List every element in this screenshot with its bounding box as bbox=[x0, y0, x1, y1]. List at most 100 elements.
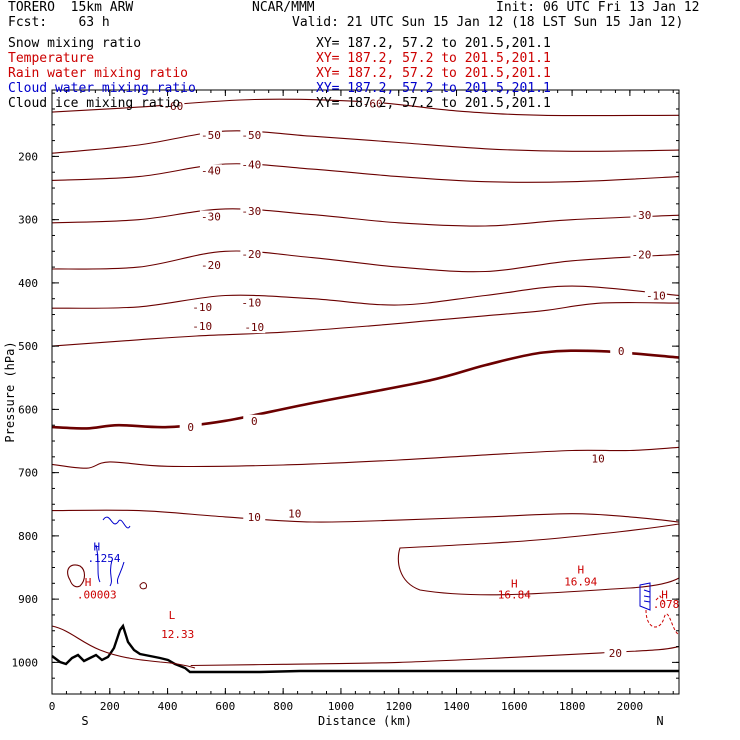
contour-label-bg bbox=[243, 414, 266, 427]
contour-label-bg bbox=[644, 289, 667, 302]
annotation: .1254 bbox=[87, 552, 120, 565]
temperature-contours bbox=[51, 98, 680, 667]
field-label: Cloud water mixing ratio bbox=[8, 81, 196, 96]
isotherm-20 bbox=[190, 646, 680, 667]
plot-frame bbox=[51, 89, 680, 695]
contour-label: 10 bbox=[248, 511, 261, 524]
annotation: H bbox=[577, 563, 584, 576]
contour-label: -50 bbox=[201, 129, 221, 142]
contour-label-bg bbox=[179, 421, 202, 434]
contour-label-bg bbox=[199, 128, 222, 141]
y-tick-label: 900 bbox=[18, 593, 38, 606]
contour-label-bg bbox=[240, 158, 263, 171]
contour-label: -10 bbox=[192, 301, 212, 314]
contour-label: -20 bbox=[201, 259, 221, 272]
field-label: Rain water mixing ratio bbox=[8, 66, 189, 81]
contour-label: 20 bbox=[609, 647, 622, 660]
annotation: L bbox=[169, 609, 176, 622]
y-tick-label: 400 bbox=[18, 277, 38, 290]
contour-label-bg bbox=[240, 128, 263, 141]
contour-label: -50 bbox=[241, 129, 261, 142]
contour-label: -40 bbox=[241, 159, 261, 172]
contour-label-bg bbox=[240, 296, 263, 309]
end-label-north: N bbox=[656, 714, 663, 728]
contour-label-bg bbox=[587, 452, 610, 465]
x-tick-label: 0 bbox=[49, 700, 56, 713]
contour-label: -10 bbox=[241, 297, 261, 310]
contour-label-bg bbox=[191, 300, 214, 313]
x-tick-label: 1000 bbox=[328, 700, 355, 713]
contour-label-bg bbox=[283, 507, 306, 520]
contour-label: 10 bbox=[591, 453, 604, 466]
contour-label: 10 bbox=[288, 508, 301, 521]
isotherm-0 bbox=[51, 349, 680, 430]
contour-label: -30 bbox=[201, 210, 221, 223]
y-tick-label: 600 bbox=[18, 403, 38, 416]
contour-label: -40 bbox=[201, 164, 221, 177]
field-xy-range: XY= 187.2, 57.2 to 201.5,201.1 bbox=[316, 51, 551, 66]
contour-label: -30 bbox=[241, 205, 261, 218]
field-xy-range: XY= 187.2, 57.2 to 201.5,201.1 bbox=[316, 66, 551, 81]
small-loop bbox=[67, 564, 86, 588]
x-axis-label: Distance (km) bbox=[318, 714, 412, 728]
isotherm--40 bbox=[51, 163, 680, 183]
contour-label: 0 bbox=[618, 345, 625, 358]
terrain-line bbox=[51, 623, 679, 674]
isotherm-10 bbox=[51, 509, 680, 523]
field-label: Temperature bbox=[8, 51, 95, 66]
x-tick-label: 1600 bbox=[501, 700, 528, 713]
isotherm-10 bbox=[51, 446, 680, 469]
annotation: H bbox=[85, 576, 92, 589]
end-label-south: S bbox=[81, 714, 88, 728]
contour-label: -10 bbox=[192, 320, 212, 333]
warm-cell-outline bbox=[397, 523, 680, 596]
contour-label: -20 bbox=[241, 248, 261, 261]
cloud-water-contours bbox=[95, 516, 131, 587]
model-name: TORERO 15km ARW bbox=[8, 0, 134, 15]
contour-label: 0 bbox=[187, 421, 194, 434]
field-label: Cloud ice mixing ratio bbox=[8, 96, 181, 111]
contour-label-bg bbox=[610, 345, 633, 358]
y-axis-label: Pressure (hPa) bbox=[3, 341, 17, 442]
contour-label-bg bbox=[604, 646, 627, 659]
y-tick-label: 200 bbox=[18, 150, 38, 163]
annotation: .078 bbox=[653, 598, 680, 611]
isotherm-low-level bbox=[51, 625, 196, 669]
contour-label-bg bbox=[199, 259, 222, 272]
rain-water-contours bbox=[645, 595, 679, 635]
contour-label-bg bbox=[240, 247, 263, 260]
y-tick-label: 500 bbox=[18, 340, 38, 353]
x-tick-label: 2000 bbox=[617, 700, 644, 713]
axes: 0 200 400 600 800 1000 1200 1400 1600 1800 2000200… bbox=[12, 90, 679, 713]
x-tick-label: 800 bbox=[273, 700, 293, 713]
contour-label: -20 bbox=[632, 248, 652, 261]
annotation: 16.94 bbox=[564, 575, 597, 588]
x-tick-label: 1800 bbox=[559, 700, 586, 713]
annotation: H bbox=[93, 541, 100, 554]
contour-label-bg bbox=[243, 321, 266, 334]
contour-label: -10 bbox=[244, 321, 264, 334]
contour-label-bg bbox=[199, 164, 222, 177]
contour-label-bg bbox=[191, 319, 214, 332]
cloud-ice-contours bbox=[639, 582, 651, 611]
contour-labels: -60 -60 -50 -50 -40 -40 -30 -30 -30 -20 -20 -20 -10 -… bbox=[162, 97, 667, 660]
isotherm--10 bbox=[51, 302, 680, 347]
isotherm--30 bbox=[51, 208, 680, 227]
contour-label: -30 bbox=[632, 209, 652, 222]
x-tick-label: 1400 bbox=[443, 700, 470, 713]
y-tick-label: 1000 bbox=[12, 656, 39, 669]
valid-time: Valid: 21 UTC Sun 15 Jan 12 (18 LST Sun … bbox=[292, 15, 684, 30]
x-tick-label: 400 bbox=[158, 700, 178, 713]
contour-label-bg bbox=[630, 248, 653, 261]
y-tick-label: 300 bbox=[18, 214, 38, 227]
field-xy-range: XY= 187.2, 57.2 to 201.5,201.1 bbox=[316, 36, 551, 51]
contour-label-bg bbox=[240, 204, 263, 217]
center-name: NCAR/MMM bbox=[252, 0, 315, 15]
contour-label: -10 bbox=[646, 290, 666, 303]
y-tick-label: 700 bbox=[18, 467, 38, 480]
field-label: Snow mixing ratio bbox=[8, 36, 142, 51]
small-loop bbox=[139, 582, 147, 590]
annotation: 12.33 bbox=[161, 628, 194, 641]
